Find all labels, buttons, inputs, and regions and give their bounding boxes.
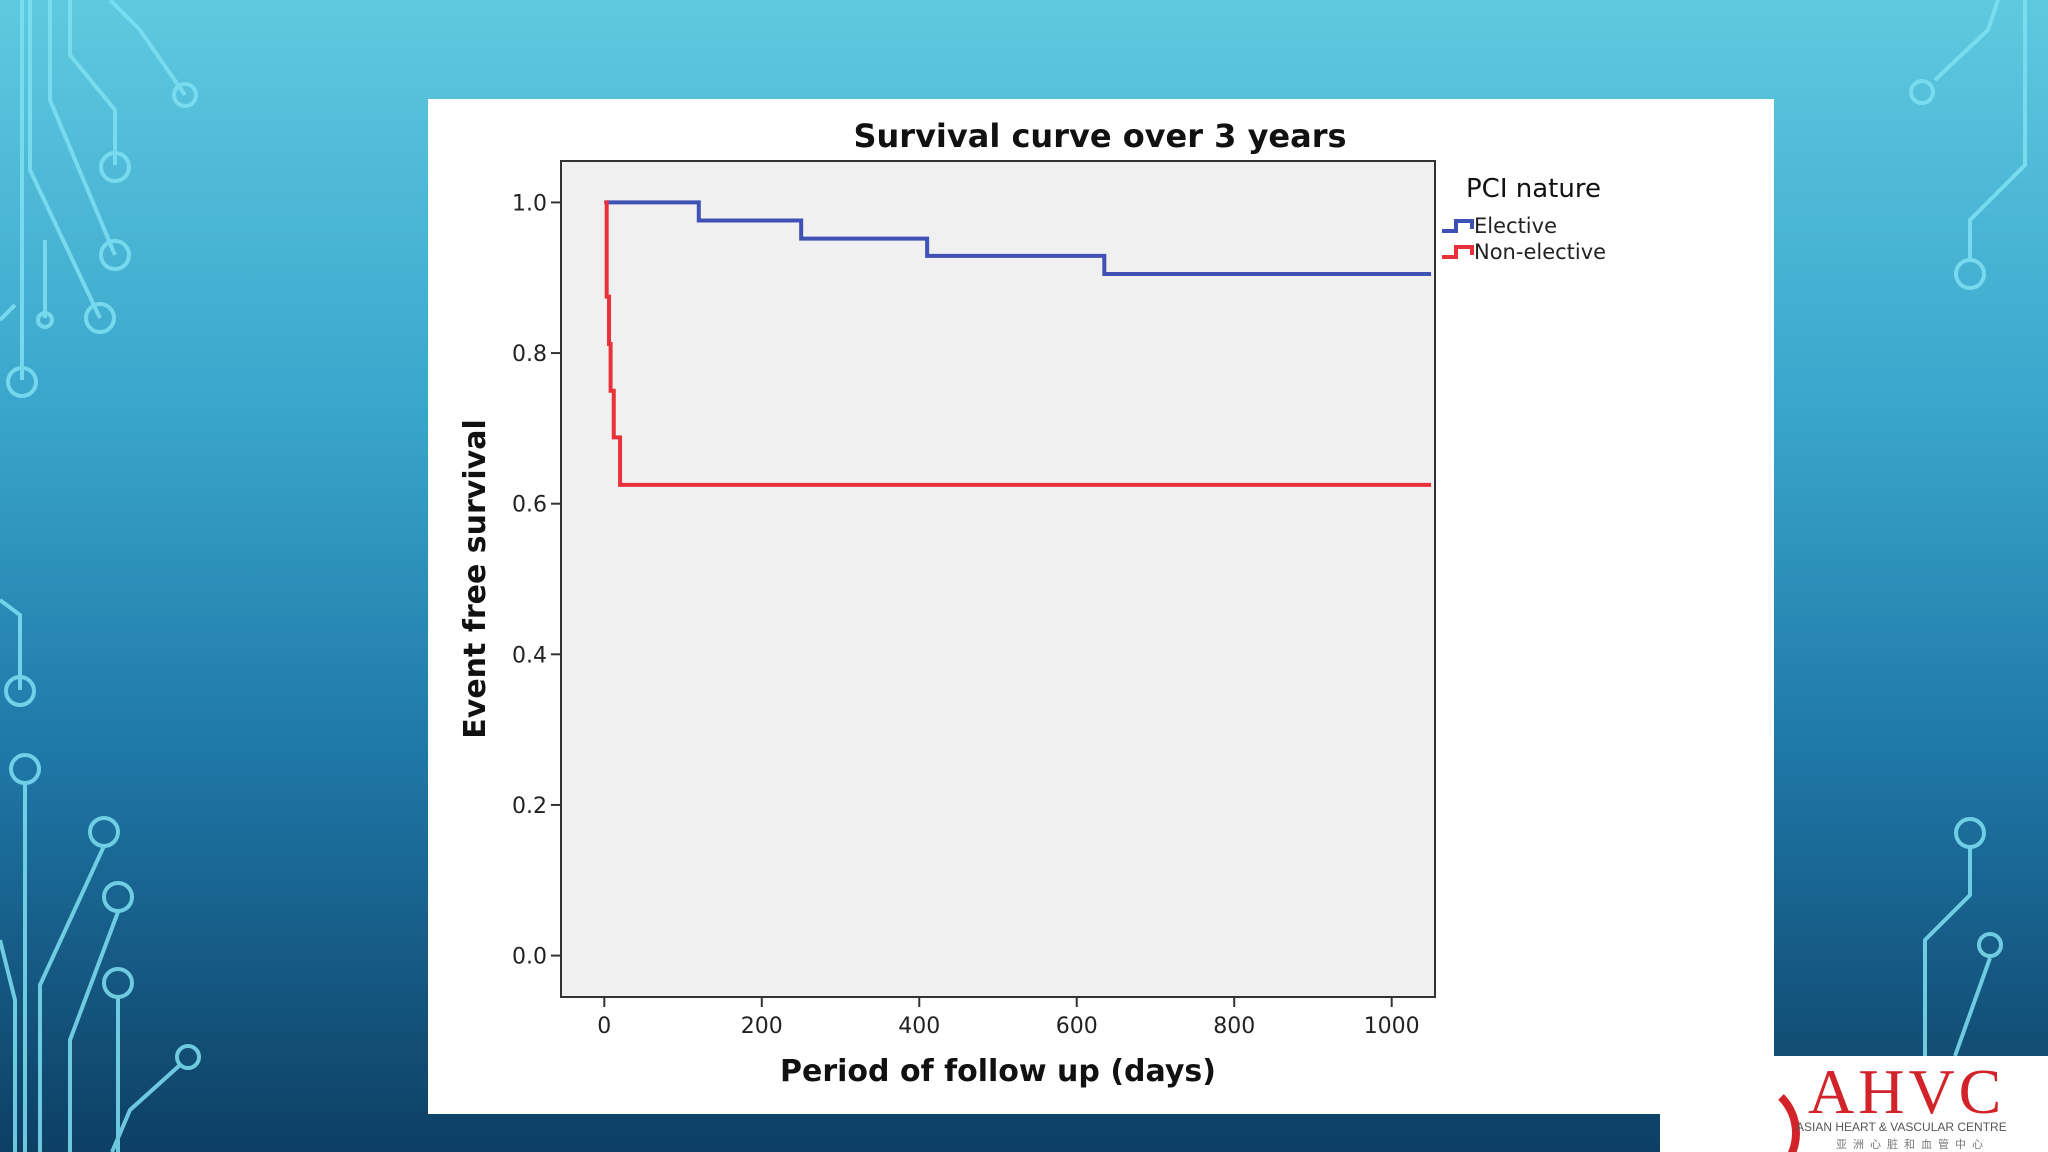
- survival-chart: Survival curve over 3 years 0.0 0.2 0.4 0.6…: [458, 117, 1606, 1089]
- x-tick-label: 800: [1213, 1014, 1255, 1039]
- x-tick-label: 1000: [1364, 1014, 1420, 1039]
- slide-panel: Survival curve over 3 years 0.0 0.2 0.4 0.6…: [428, 99, 1774, 1114]
- legend-swatch: [1442, 245, 1474, 259]
- x-tick-label: 400: [898, 1014, 940, 1039]
- series-line-1: [604, 200, 1432, 487]
- y-tick-label: 0.6: [512, 493, 547, 518]
- y-tick-label: 0.0: [512, 945, 547, 970]
- legend-label: Elective: [1474, 214, 1557, 238]
- x-axis: 0 200 400 600 800 1000: [597, 997, 1420, 1039]
- logo-subtitle-cn: 亚洲心脏和血管中心: [1836, 1138, 1989, 1151]
- x-tick-label: 200: [741, 1014, 783, 1039]
- logo-swoosh-icon: [1690, 1078, 1800, 1152]
- chart-title: Survival curve over 3 years: [853, 117, 1346, 155]
- y-axis: 0.0 0.2 0.4 0.6 0.8 1.0: [512, 191, 561, 970]
- y-tick-label: 0.8: [512, 342, 547, 367]
- plot-area: [560, 160, 1436, 998]
- x-axis-label: Period of follow up (days): [780, 1054, 1216, 1089]
- y-axis-label: Event free survival: [458, 419, 493, 738]
- logo-subtitle: ASIAN HEART & VASCULAR CENTRE: [1796, 1120, 2007, 1134]
- logo-brand: AHVC: [1808, 1056, 2006, 1127]
- x-tick-label: 0: [597, 1014, 611, 1039]
- x-tick-label: 600: [1056, 1014, 1098, 1039]
- series-line-0: [604, 200, 1432, 276]
- series-layer: [604, 200, 1432, 487]
- y-tick-label: 0.4: [512, 643, 547, 668]
- legend-swatch: [1442, 219, 1474, 233]
- legend-title: PCI nature: [1466, 174, 1601, 204]
- y-tick-label: 1.0: [512, 191, 547, 216]
- legend-label: Non-elective: [1474, 240, 1606, 264]
- logo: AHVC ASIAN HEART & VASCULAR CENTRE 亚洲心脏和…: [1660, 1056, 2048, 1152]
- y-tick-label: 0.2: [512, 794, 547, 819]
